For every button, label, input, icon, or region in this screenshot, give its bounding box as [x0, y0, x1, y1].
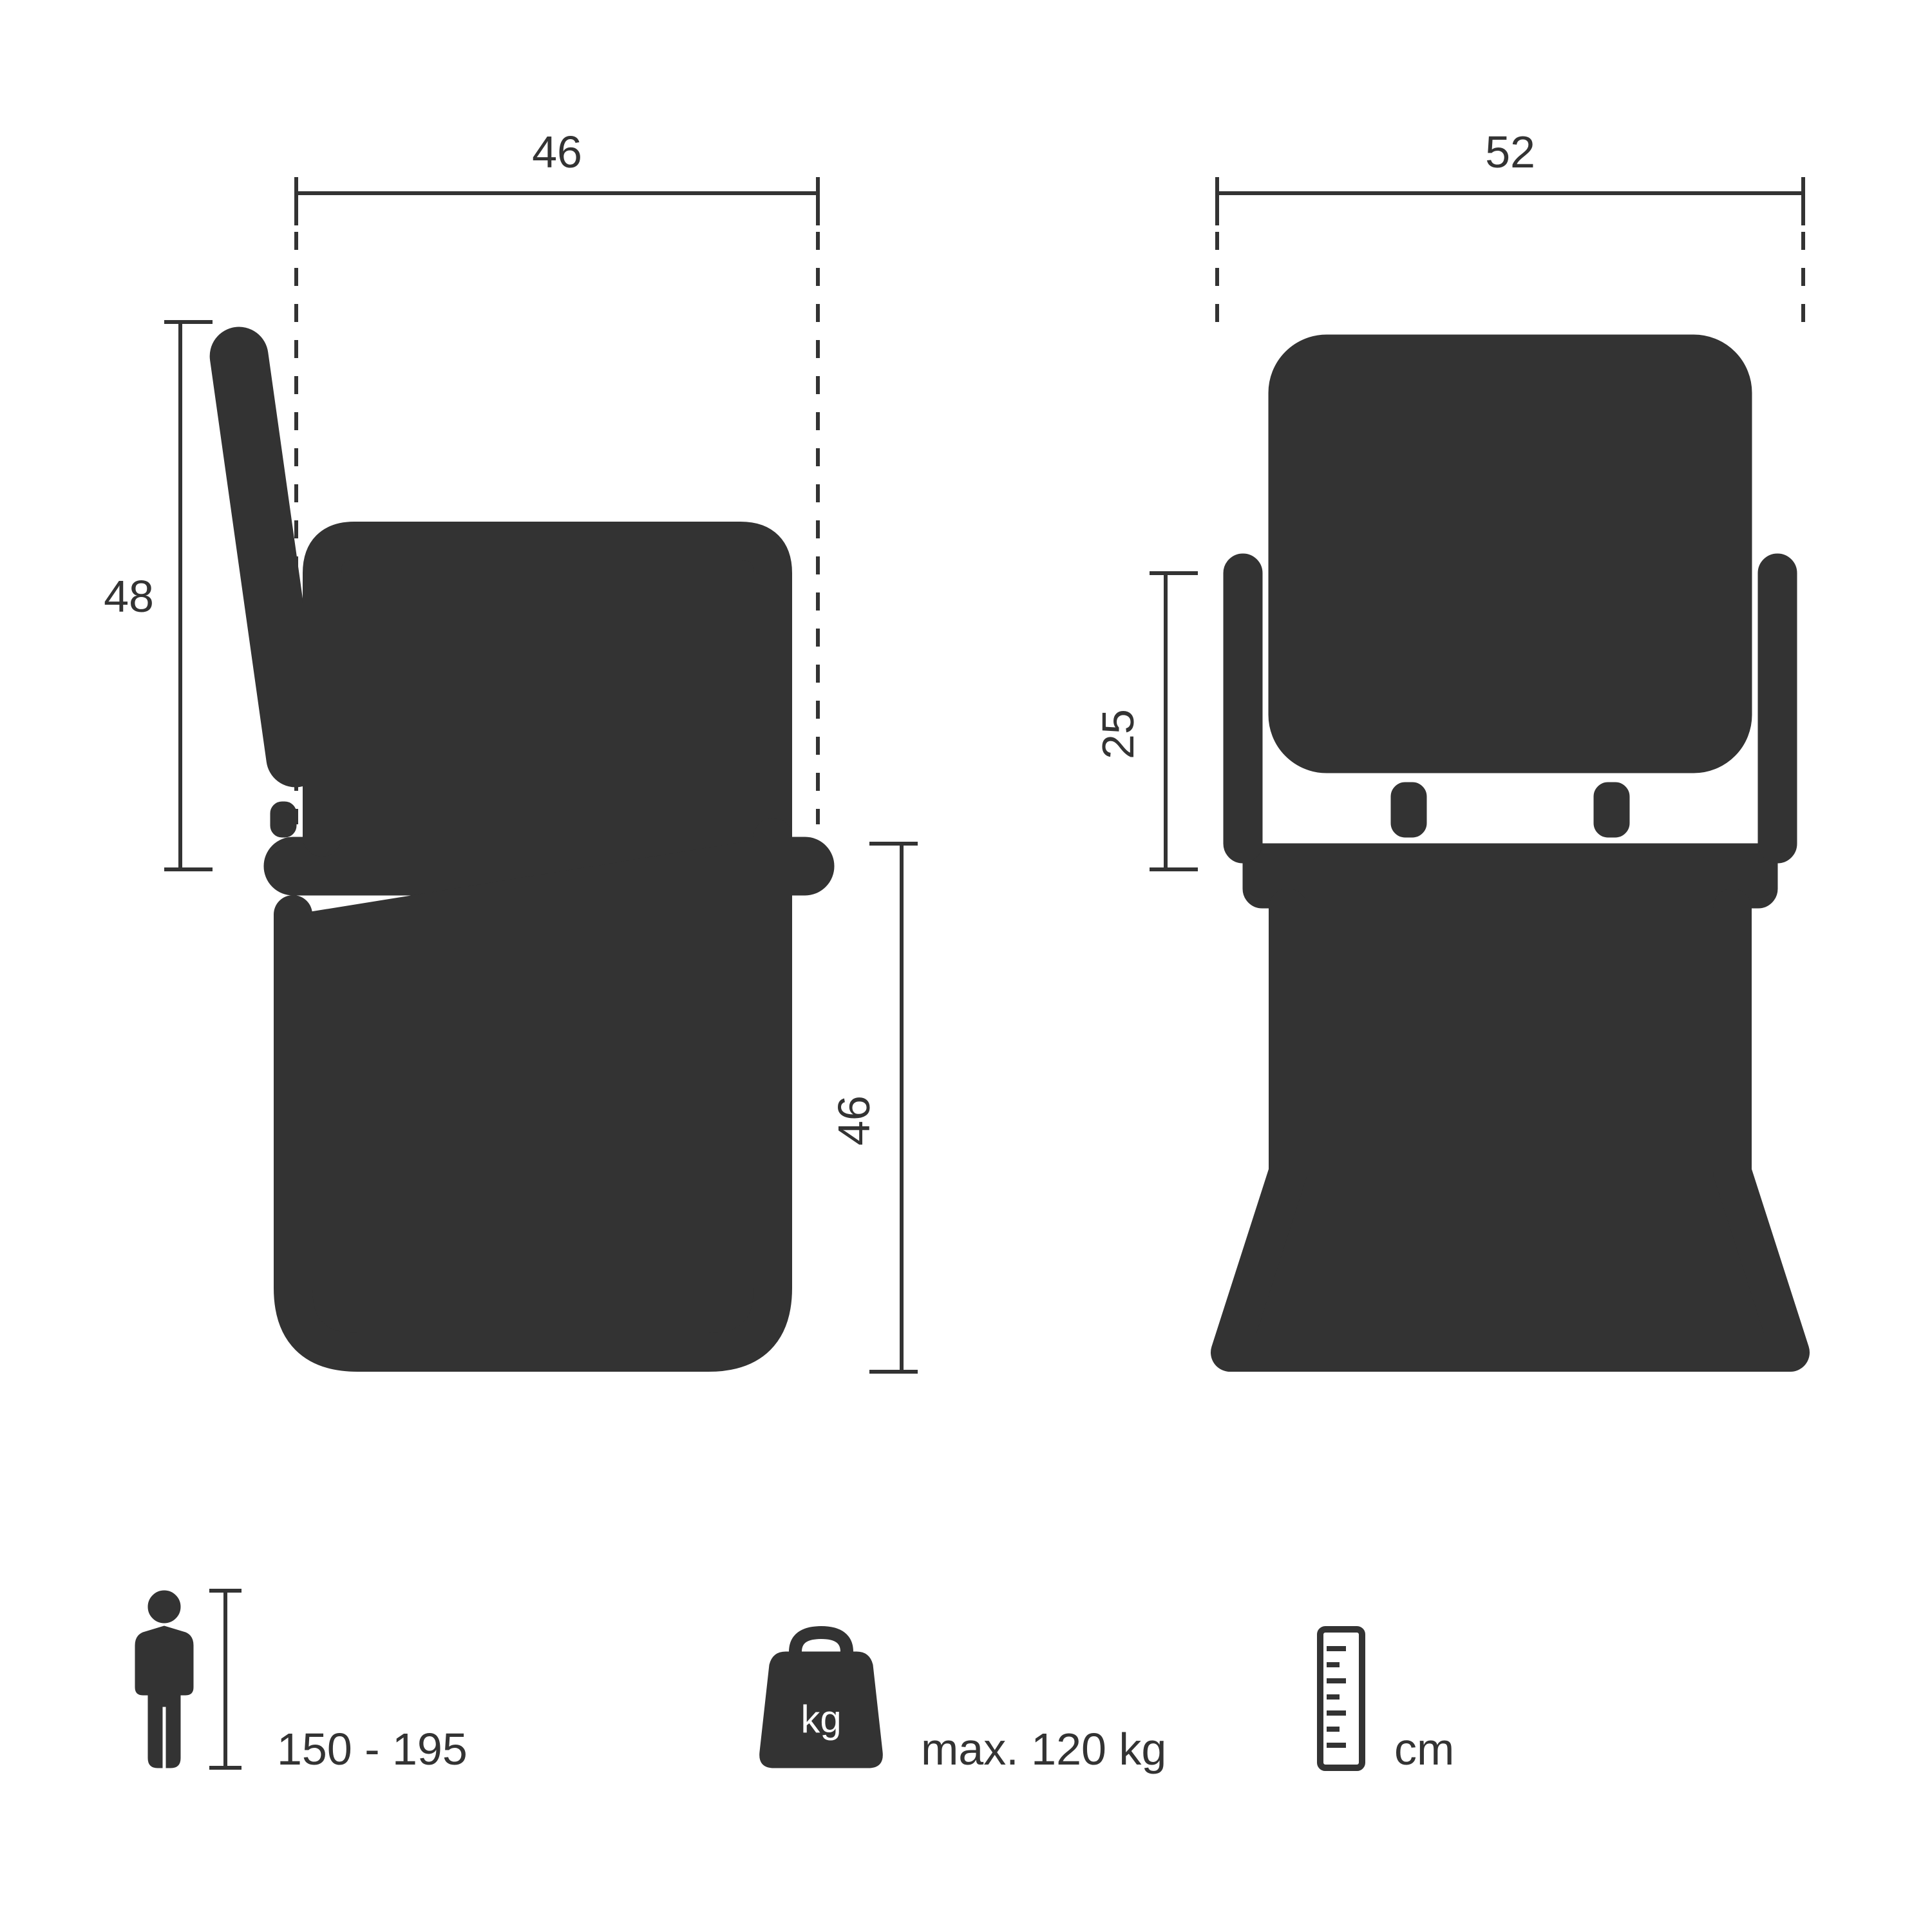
dim-back-label: 48 [104, 571, 154, 621]
dim-armrest-label: 25 [1093, 709, 1143, 759]
weight-icon: kg [760, 1633, 883, 1768]
legend-max-weight: max. 120 kg [921, 1724, 1166, 1774]
chair-front-shape [1224, 335, 1797, 1352]
chair-side-view: 46 48 46 [104, 127, 918, 1372]
legend-height-range: 150 - 195 [277, 1724, 468, 1774]
dimension-diagram: 46 48 46 [0, 0, 1932, 1932]
dim-depth-label: 46 [532, 127, 582, 177]
dim-seat-height: 46 [829, 844, 918, 1372]
dim-seat-label: 46 [829, 1095, 879, 1146]
ruler-icon [1320, 1629, 1362, 1768]
chair-front-view: 52 25 [1093, 127, 1803, 1352]
person-height-icon [135, 1591, 242, 1768]
legend: 150 - 195 kg max. 120 kg cm [135, 1591, 1454, 1774]
dim-width-top: 52 [1217, 127, 1803, 328]
dim-armrest-height: 25 [1093, 573, 1198, 869]
legend-unit: cm [1394, 1724, 1454, 1774]
chair-side-shape [206, 323, 834, 1352]
weight-icon-label: kg [800, 1698, 841, 1741]
dim-back-height: 48 [104, 322, 213, 869]
dim-width-label: 52 [1485, 127, 1535, 177]
